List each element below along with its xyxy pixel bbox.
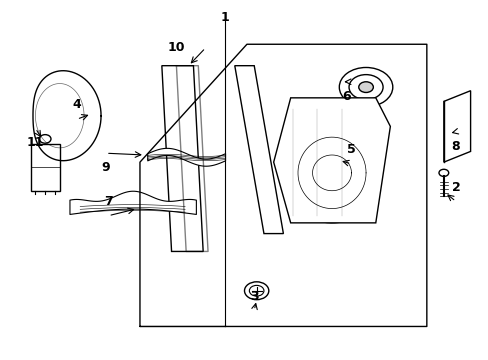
- Polygon shape: [443, 91, 469, 162]
- Polygon shape: [273, 98, 389, 223]
- Text: 5: 5: [346, 143, 355, 156]
- Text: 2: 2: [451, 181, 459, 194]
- Text: 10: 10: [167, 41, 185, 54]
- Polygon shape: [283, 123, 380, 223]
- Polygon shape: [30, 144, 60, 191]
- Text: 9: 9: [102, 161, 110, 174]
- Text: 6: 6: [342, 90, 350, 103]
- Text: 7: 7: [104, 195, 113, 208]
- Text: 3: 3: [249, 289, 258, 303]
- Text: 1: 1: [220, 11, 229, 24]
- Circle shape: [358, 82, 372, 93]
- Polygon shape: [162, 66, 203, 251]
- Text: 4: 4: [72, 99, 81, 112]
- Text: 11: 11: [27, 136, 44, 149]
- Text: 8: 8: [451, 140, 459, 153]
- Circle shape: [438, 169, 448, 176]
- Circle shape: [244, 282, 268, 300]
- Polygon shape: [234, 66, 283, 234]
